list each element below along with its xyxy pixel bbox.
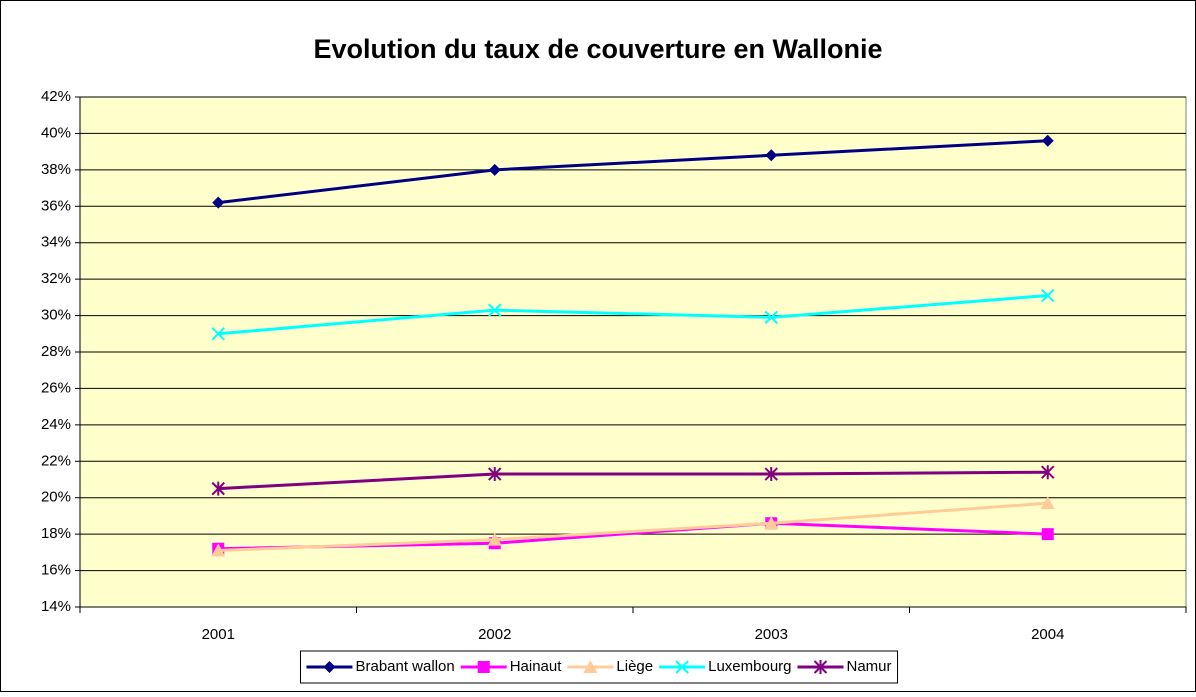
series-line — [218, 501, 1048, 553]
y-tick-label: 30% — [41, 307, 71, 324]
y-tick-label: 38% — [41, 161, 71, 178]
x-tick-label: 2004 — [1031, 626, 1064, 643]
x-tick-label: 2002 — [478, 626, 511, 643]
legend-label: Liège — [616, 658, 653, 675]
marker — [212, 196, 225, 209]
marker — [764, 467, 778, 482]
marker — [1041, 134, 1054, 147]
y-tick-label: 26% — [41, 379, 71, 396]
series-line — [218, 294, 1048, 336]
y-tick-label: 16% — [41, 562, 71, 579]
y-tick-label: 36% — [41, 197, 71, 214]
marker — [764, 516, 779, 530]
marker — [488, 467, 502, 482]
marker — [1041, 288, 1055, 303]
marker — [675, 660, 689, 674]
series-line — [218, 470, 1048, 491]
marker — [477, 661, 490, 673]
marker — [764, 310, 778, 325]
y-tick-label: 20% — [41, 489, 71, 506]
y-tick-label: 42% — [41, 88, 71, 105]
x-tick-label: 2001 — [202, 626, 235, 643]
marker — [1041, 465, 1055, 480]
y-tick-label: 34% — [41, 234, 71, 251]
y-tick-label: 40% — [41, 124, 71, 141]
marker — [211, 481, 225, 496]
marker — [488, 163, 501, 176]
legend-label: Namur — [847, 658, 892, 675]
marker — [323, 661, 336, 673]
y-tick-label: 32% — [41, 270, 71, 287]
marker — [487, 532, 502, 546]
marker — [488, 303, 502, 317]
marker — [583, 660, 598, 673]
marker — [1040, 496, 1055, 510]
legend-label: Brabant wallon — [355, 658, 454, 675]
y-tick-label: 28% — [41, 343, 71, 360]
legend-label: Luxembourg — [708, 658, 791, 675]
y-tick-label: 24% — [41, 416, 71, 433]
y-tick-label: 14% — [41, 598, 71, 615]
legend-label: Hainaut — [510, 658, 563, 675]
marker — [1041, 528, 1054, 541]
x-tick-label: 2003 — [755, 626, 788, 643]
y-tick-label: 18% — [41, 525, 71, 542]
marker — [765, 149, 778, 162]
chart-title: Evolution du taux de couverture en Wallo… — [313, 34, 882, 64]
marker — [813, 660, 828, 674]
y-tick-label: 22% — [41, 452, 71, 469]
series-line — [218, 139, 1048, 205]
marker — [211, 543, 226, 557]
marker — [211, 327, 225, 341]
legend: Brabant wallon Hainaut Liège Luxembourg Namu… — [299, 650, 899, 684]
